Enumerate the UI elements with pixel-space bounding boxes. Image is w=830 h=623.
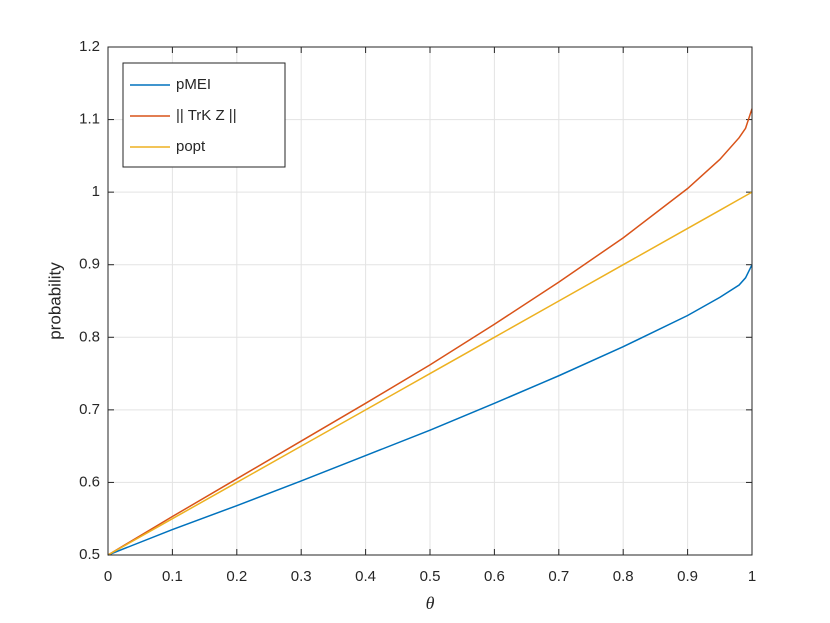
- x-tick-label: 0: [104, 568, 112, 585]
- series-line: [107, 264, 753, 556]
- x-tick-label: 0.5: [420, 568, 441, 585]
- axes-box: [107, 46, 753, 556]
- x-tick-label: 1: [748, 568, 756, 585]
- y-tick-label: 0.6: [79, 473, 100, 490]
- y-tick-label: 1.1: [79, 111, 100, 128]
- legend-label: pMEI: [176, 76, 211, 93]
- legend-box: [122, 62, 286, 168]
- y-tick-label: 0.5: [79, 546, 100, 563]
- x-tick-label: 0.2: [226, 568, 247, 585]
- x-tick-label: 0.4: [355, 568, 376, 585]
- y-tick-label: 1.2: [79, 38, 100, 55]
- x-tick-label: 0.9: [677, 568, 698, 585]
- legend-label: popt: [176, 138, 206, 155]
- y-tick-label: 0.9: [79, 256, 100, 273]
- series-line: [107, 191, 753, 556]
- legend-label: || TrK Z ||: [176, 107, 237, 124]
- legend: pMEI || TrK Z || popt: [122, 62, 286, 168]
- series-line: [107, 108, 753, 556]
- y-tick-label: 0.8: [79, 328, 100, 345]
- x-tick-label: 0.1: [162, 568, 183, 585]
- x-axis-label: θ: [426, 593, 435, 613]
- y-axis-label: probability: [45, 262, 64, 340]
- y-tick-label: 0.7: [79, 401, 100, 418]
- x-tick-label: 0.8: [613, 568, 634, 585]
- x-tick-label: 0.6: [484, 568, 505, 585]
- x-tick-label: 0.7: [548, 568, 569, 585]
- x-tick-label: 0.3: [291, 568, 312, 585]
- y-tick-label: 1: [92, 183, 100, 200]
